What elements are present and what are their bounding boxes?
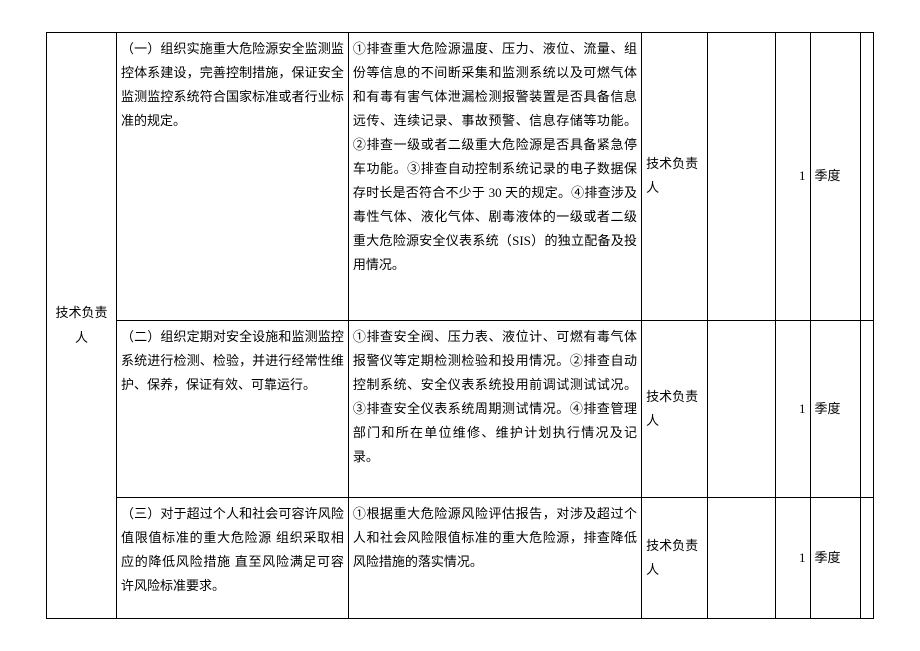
tail-cell [860,33,873,321]
check-cell: ①排查安全阀、压力表、液位计、可燃有毒气体报警仪等定期检测检验和投用情况。②排查… [348,320,641,497]
table-row: （二）组织定期对安全设施和监测监控系统进行检测、检验，并进行经常性维护、保养，保… [47,320,874,497]
blank-cell [707,320,775,497]
role-cell: 技术负责人 [47,33,117,619]
check-cell: ①根据重大危险源风险评估报告，对涉及超过个人和社会风险限值标准的重大危险源，排查… [348,497,641,618]
owner-cell: 技术负责人 [642,320,708,497]
num-cell: 1 [775,320,810,497]
hazard-responsibility-table: 技术负责人 （一）组织实施重大危险源安全监测监控体系建设，完善控制措施，保证安全… [46,32,874,619]
period-cell: 季度 [810,497,860,618]
task-cell: （二）组织定期对安全设施和监测监控系统进行检测、检验，并进行经常性维护、保养，保… [117,320,349,497]
check-cell: ①排查重大危险源温度、压力、液位、流量、组份等信息的不间断采集和监测系统以及可燃… [348,33,641,321]
owner-cell: 技术负责人 [642,497,708,618]
blank-cell [707,497,775,618]
table-row: （三）对于超过个人和社会可容许风险值限值标准的重大危险源 组织采取相应的降低风险… [47,497,874,618]
period-cell: 季度 [810,33,860,321]
blank-cell [707,33,775,321]
table-row: 技术负责人 （一）组织实施重大危险源安全监测监控体系建设，完善控制措施，保证安全… [47,33,874,321]
num-cell: 1 [775,497,810,618]
task-cell: （三）对于超过个人和社会可容许风险值限值标准的重大危险源 组织采取相应的降低风险… [117,497,349,618]
owner-cell: 技术负责人 [642,33,708,321]
tail-cell [860,320,873,497]
period-cell: 季度 [810,320,860,497]
tail-cell [860,497,873,618]
task-cell: （一）组织实施重大危险源安全监测监控体系建设，完善控制措施，保证安全监测监控系统… [117,33,349,321]
num-cell: 1 [775,33,810,321]
